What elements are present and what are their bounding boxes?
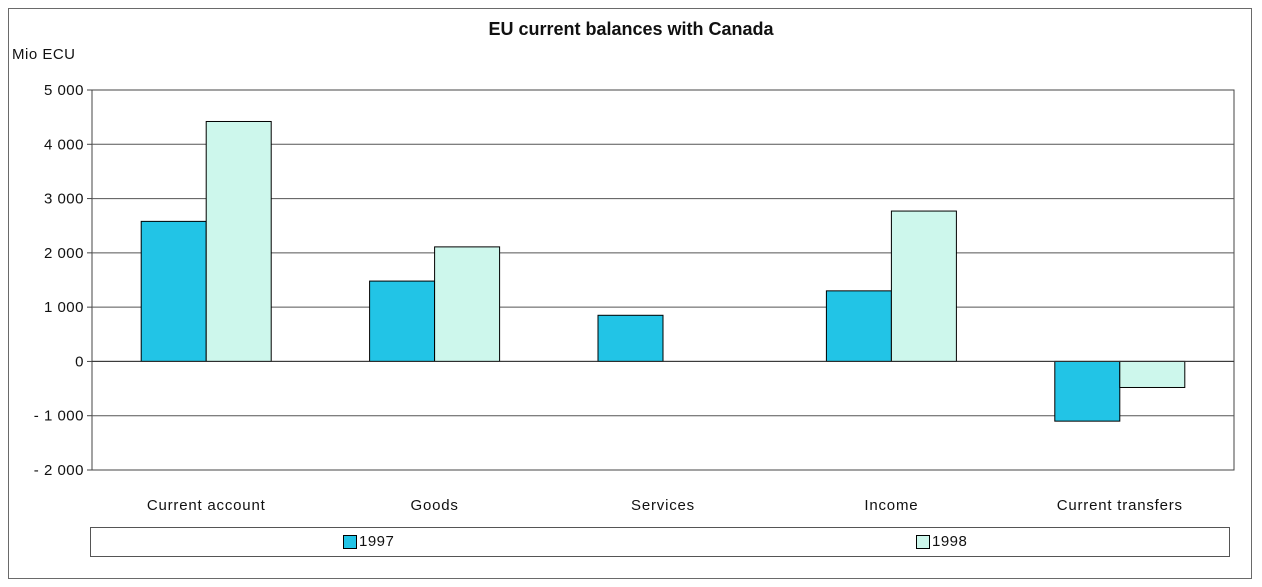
legend-item-1998: 1998 <box>916 533 967 550</box>
legend-label-1997: 1997 <box>359 533 395 550</box>
y-tick-label-6: - 1 000 <box>34 408 84 425</box>
legend-swatch-1998 <box>916 534 930 549</box>
legend-item-1997: 1997 <box>343 533 394 550</box>
y-tick-label-3: 2 000 <box>44 245 84 262</box>
legend-swatch-1997 <box>343 534 357 549</box>
category-label-3: Income <box>864 497 918 514</box>
category-label-1: Goods <box>410 497 458 514</box>
plot-area <box>91 89 1235 471</box>
y-tick-label-7: - 2 000 <box>34 462 84 479</box>
category-label-4: Current transfers <box>1057 497 1183 514</box>
y-tick-label-4: 1 000 <box>44 299 84 316</box>
legend: 1997 1998 <box>90 527 1230 557</box>
bar-1997-0 <box>140 220 207 362</box>
bar-1998-4 <box>1119 360 1186 388</box>
bar-1997-4 <box>1054 360 1121 422</box>
category-label-2: Services <box>631 497 695 514</box>
bar-1997-3 <box>825 290 892 362</box>
bar-1998-0 <box>205 120 272 362</box>
y-tick-label-0: 5 000 <box>44 82 84 99</box>
chart-title: EU current balances with Canada <box>488 19 774 39</box>
bar-1997-2 <box>597 314 664 362</box>
chart-frame <box>8 8 1252 579</box>
bar-1997-1 <box>369 280 436 362</box>
y-tick-label-5: 0 <box>75 353 84 370</box>
legend-label-1998: 1998 <box>932 533 968 550</box>
y-tick-label-2: 3 000 <box>44 191 84 208</box>
y-tick-label-1: 4 000 <box>44 136 84 153</box>
bar-1998-1 <box>434 246 501 362</box>
bar-1998-3 <box>890 210 957 362</box>
category-label-0: Current account <box>147 497 266 514</box>
y-axis-unit-label: Mio ECU <box>12 46 76 63</box>
